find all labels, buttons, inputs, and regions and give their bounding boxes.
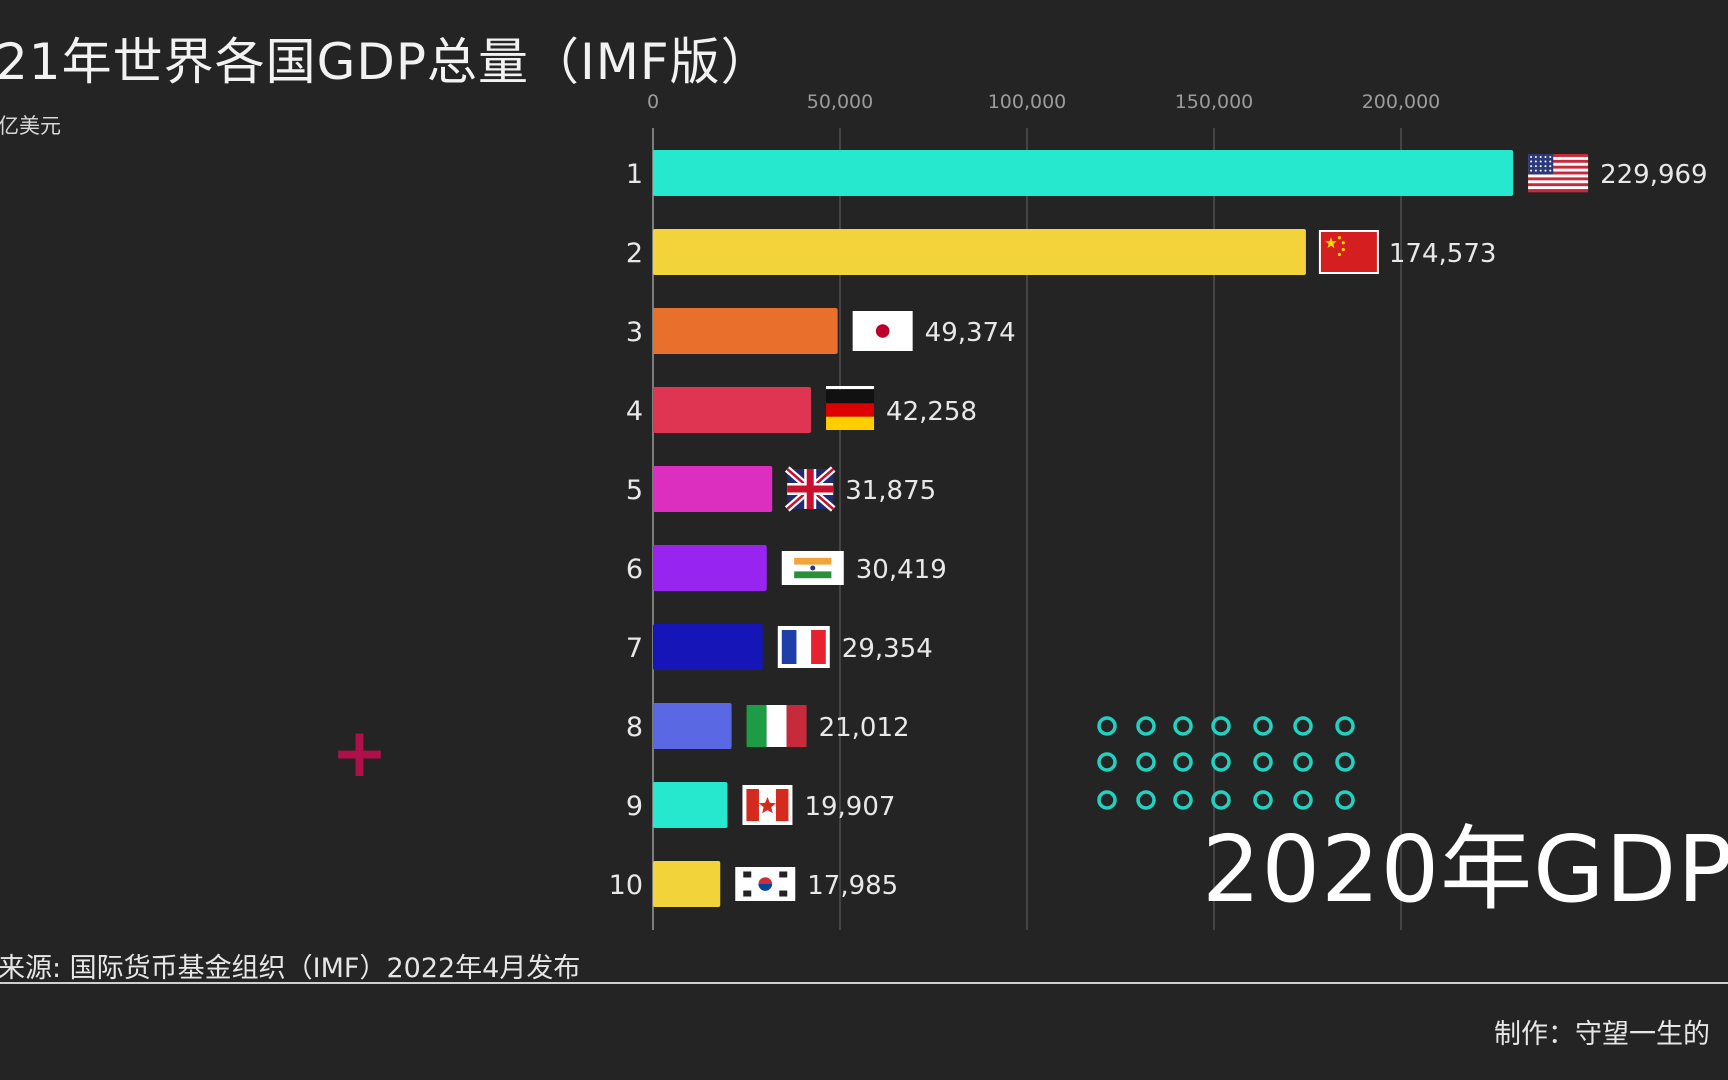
rank-label: 6 [626,554,643,585]
rank-label: 10 [609,870,643,901]
de-flag-icon [826,386,875,430]
in-flag-icon [781,551,844,585]
decor-dot [1097,716,1117,736]
bar-chart: 0 50,000 100,000 150,000 200,000 1 229,969 2 174… [609,91,1708,930]
decor-dot [1097,790,1117,810]
footer-divider [0,982,1728,984]
rank-label: 7 [626,633,643,664]
value-label: 30,419 [856,555,947,585]
decor-dot [1293,752,1313,772]
rank-label: 4 [626,396,643,427]
bar [653,545,767,591]
value-label: 229,969 [1600,160,1708,190]
decor-dot [1335,752,1355,772]
unit-label: 亿美元 [0,114,61,138]
decor-dot [1173,752,1193,772]
chart-title: 21年世界各国GDP总量（IMF版） [0,33,772,91]
bar [653,229,1306,275]
decor-dot [1253,716,1273,736]
value-label: 174,573 [1389,239,1497,269]
bar [653,308,838,354]
value-label: 29,354 [842,634,933,664]
decor-dot [1253,752,1273,772]
plus-icon: + [331,714,388,793]
rank-label: 9 [626,791,643,822]
decor-dot [1097,752,1117,772]
jp-flag-icon [852,311,913,351]
x-tick-label: 150,000 [1175,91,1254,113]
bar [653,624,763,670]
bar [653,861,721,907]
x-tick-label: 50,000 [807,91,873,113]
rank-label: 2 [626,238,643,269]
ca-flag-icon [742,785,793,825]
x-tick-label: 200,000 [1362,91,1441,113]
rank-label: 5 [626,475,643,506]
bar [653,150,1514,196]
decor-dot [1211,790,1231,810]
rank-label: 8 [626,712,643,743]
bar [653,466,773,512]
decor-dot [1136,790,1156,810]
fr-flag-icon [777,626,830,668]
x-tick-label: 0 [647,91,659,113]
decor-dot [1253,790,1273,810]
decor-dot [1136,716,1156,736]
value-label: 31,875 [845,476,936,506]
bar [653,782,728,828]
decor-dot [1293,790,1313,810]
value-label: 42,258 [886,397,977,427]
decor-dot [1335,790,1355,810]
decor-dot [1293,716,1313,736]
it-flag-icon [746,705,807,747]
bar [653,703,732,749]
rank-label: 1 [626,159,643,190]
decor-dot [1211,716,1231,736]
rank-label: 3 [626,317,643,348]
us-flag-icon [1528,154,1589,193]
source-note: 来源: 国际货币基金组织（IMF）2022年4月发布 [0,953,581,984]
value-label: 49,374 [925,318,1016,348]
year-label: 2020年GDP [1202,816,1728,923]
credit-note: 制作：守望一生的 [1494,1019,1710,1050]
decor-dot [1173,790,1193,810]
kr-flag-icon [735,867,796,901]
decor-dot [1335,716,1355,736]
decor-dot [1173,716,1193,736]
bar [653,387,812,433]
decor-dot [1136,752,1156,772]
cn-flag-icon [1318,230,1379,274]
gb-flag-icon [784,466,836,512]
decor-dot [1211,752,1231,772]
value-label: 19,907 [804,792,895,822]
x-tick-label: 100,000 [988,91,1067,113]
value-label: 21,012 [819,713,910,743]
value-label: 17,985 [807,871,898,901]
